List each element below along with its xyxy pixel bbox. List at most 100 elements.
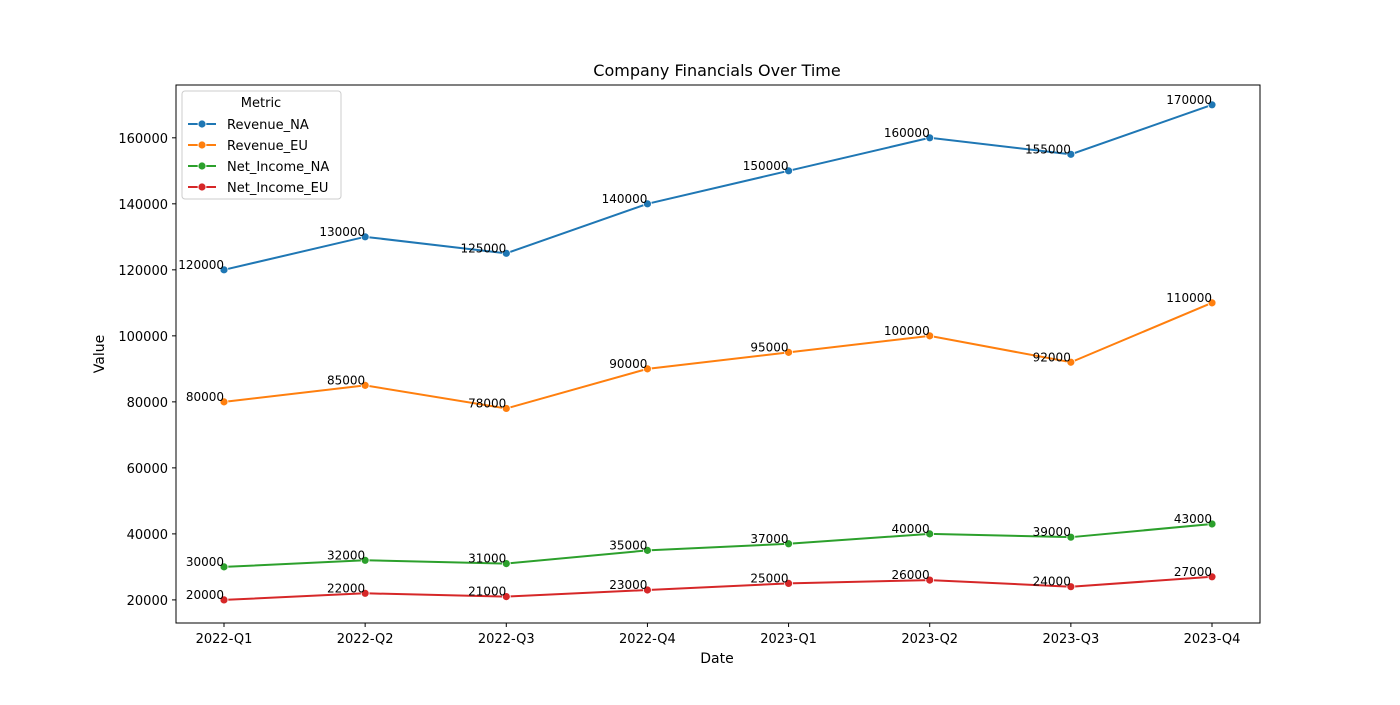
legend-title: Metric [241,96,281,111]
data-label: 150000 [743,159,789,173]
data-label: 39000 [1033,525,1071,539]
data-point [360,588,370,598]
data-point [643,545,652,555]
x-tick-label: 2023-Q4 [1184,632,1241,647]
data-label: 23000 [609,578,647,592]
data-point [360,555,370,565]
x-tick-label: 2023-Q3 [1042,632,1099,647]
legend-swatch-marker [197,161,207,171]
data-point [1207,298,1217,308]
series-line [223,103,1213,271]
x-tick-label: 2023-Q2 [901,632,958,647]
data-point [784,539,793,549]
data-label: 24000 [1033,575,1071,589]
data-label: 85000 [327,373,365,387]
data-label: 30000 [186,555,224,569]
x-axis: 2022-Q1 2022-Q2 2022-Q3 2022-Q4 2023-Q1 2023-… [196,623,1241,647]
legend-frame [181,90,342,200]
data-label: 90000 [609,357,647,371]
data-label: 120000 [178,258,224,272]
x-tick-label: 2023-Q1 [760,632,817,647]
data-point [1207,572,1217,582]
legend-swatch-marker [197,140,207,150]
data-point [501,592,511,601]
y-axis-title: Value [92,335,108,373]
plot-area [175,84,1261,624]
data-label: 37000 [750,532,788,546]
data-point [784,166,793,176]
data-label: 32000 [327,548,365,562]
y-tick-label: 120000 [118,264,168,279]
data-label: 31000 [468,552,506,566]
data-point [1207,100,1217,110]
data-label: 170000 [1166,93,1212,107]
data-point [360,232,370,242]
y-tick-label: 80000 [127,396,168,411]
data-point [501,248,511,258]
x-tick-label: 2022-Q3 [478,632,535,647]
y-tick-label: 160000 [118,132,168,147]
data-labels: 120000 130000 125000 140000 150000 160000 1550… [178,93,1212,602]
data-point [1066,532,1076,542]
y-tick-label: 100000 [118,330,168,345]
y-tick-label: 20000 [127,594,168,609]
data-point [1066,582,1076,592]
data-label: 92000 [1033,350,1071,364]
data-point [643,364,652,374]
data-label: 25000 [750,571,788,585]
data-label: 125000 [460,241,506,255]
data-point [643,199,652,209]
data-label: 100000 [884,324,930,338]
y-tick-label: 60000 [127,462,168,477]
data-label: 160000 [884,126,930,140]
data-label: 78000 [468,396,506,410]
data-point [501,404,511,413]
data-point [219,562,229,572]
data-point [643,585,652,595]
legend-items: Revenue_NA Revenue_EU Net_Income_NA Net_Inc… [188,118,329,196]
data-label: 43000 [1174,512,1212,526]
data-point [925,575,935,585]
legend: Metric Revenue_NA Revenue_EU Net_Income_NA… [181,90,342,200]
data-label: 95000 [750,340,788,354]
data-point [925,331,935,341]
data-label: 155000 [1025,142,1071,156]
data-label: 22000 [327,581,365,595]
data-label: 20000 [186,588,224,602]
chart-title: Company Financials Over Time [593,61,840,80]
data-point [925,529,935,539]
data-label: 35000 [609,538,647,552]
legend-swatch-marker [197,182,207,192]
legend-label: Net_Income_EU [227,181,328,196]
data-point [1066,357,1076,367]
legend-label: Net_Income_NA [227,160,329,175]
data-label: 140000 [602,192,648,206]
data-label: 21000 [468,585,506,599]
legend-label: Revenue_NA [227,118,309,133]
x-tick-label: 2022-Q2 [337,632,394,647]
data-label: 26000 [892,568,930,582]
data-point [784,347,793,357]
y-tick-label: 40000 [127,528,168,543]
data-point [219,397,229,407]
data-point [219,595,229,605]
series-layer [219,100,1217,605]
legend-label: Revenue_EU [227,139,308,154]
x-tick-label: 2022-Q4 [619,632,676,647]
data-point [784,578,793,588]
data-point [501,559,511,568]
data-point [360,380,370,390]
x-axis-title: Date [700,651,733,667]
data-point [925,133,935,143]
y-axis: 20000 40000 60000 80000 100000 120000 140000 16… [118,132,176,609]
data-label: 110000 [1166,291,1212,305]
data-point [1066,149,1076,159]
x-tick-label: 2022-Q1 [196,632,253,647]
data-point [1207,519,1217,529]
data-label: 27000 [1174,565,1212,579]
series-line [223,301,1213,410]
series-line [223,575,1213,601]
data-label: 40000 [892,522,930,536]
